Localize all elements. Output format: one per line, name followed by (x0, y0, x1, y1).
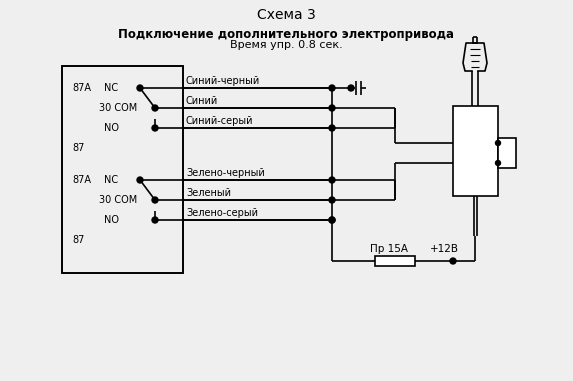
Text: Синий-черный: Синий-черный (186, 76, 260, 86)
Circle shape (329, 217, 335, 223)
Bar (62, 66, 183, 273)
Bar (498, 138, 516, 168)
Text: 87A: 87A (72, 83, 91, 93)
Text: Синий: Синий (186, 96, 218, 106)
Text: NO: NO (104, 123, 119, 133)
Circle shape (137, 177, 143, 183)
Text: Зелено-черный: Зелено-черный (186, 168, 265, 178)
Text: Подключение дополнительного электропривода: Подключение дополнительного электроприво… (118, 27, 454, 40)
Text: 30 COM: 30 COM (99, 195, 138, 205)
Text: Время упр. 0.8 сек.: Время упр. 0.8 сек. (230, 40, 343, 50)
Circle shape (450, 258, 456, 264)
Bar (62, 66, 183, 273)
Circle shape (152, 197, 158, 203)
Text: NO: NO (104, 215, 119, 225)
Text: 87: 87 (72, 235, 84, 245)
Circle shape (137, 85, 143, 91)
Text: NC: NC (104, 175, 118, 185)
Text: NC: NC (104, 83, 118, 93)
Circle shape (348, 85, 354, 91)
Circle shape (152, 105, 158, 111)
Text: 30 COM: 30 COM (99, 103, 138, 113)
Bar (375, 256, 415, 266)
Circle shape (496, 141, 500, 146)
Circle shape (329, 105, 335, 111)
Circle shape (152, 217, 158, 223)
Circle shape (329, 85, 335, 91)
Circle shape (329, 217, 335, 223)
Text: +12В: +12В (430, 244, 459, 254)
Circle shape (329, 125, 335, 131)
Text: Пр 15А: Пр 15А (370, 244, 408, 254)
Text: Схема 3: Схема 3 (257, 8, 315, 22)
Circle shape (329, 197, 335, 203)
Text: Зеленый: Зеленый (186, 188, 231, 198)
Text: 87A: 87A (72, 175, 91, 185)
Bar (453, 106, 498, 196)
Text: Зелено-серый: Зелено-серый (186, 208, 258, 218)
Circle shape (152, 125, 158, 131)
Circle shape (329, 177, 335, 183)
Text: 87: 87 (72, 143, 84, 153)
Text: Синий-серый: Синий-серый (186, 116, 253, 126)
Circle shape (496, 160, 500, 165)
